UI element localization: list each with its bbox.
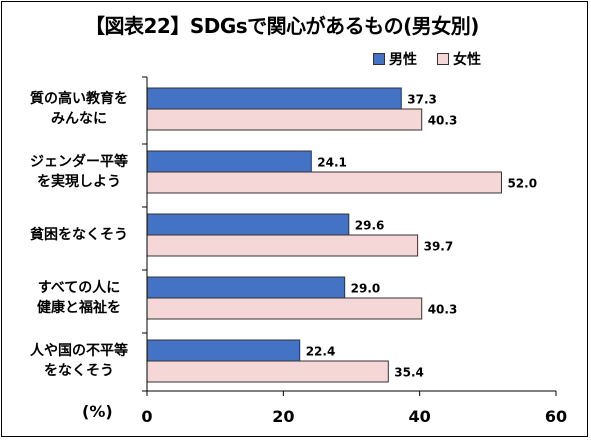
bar-female-4 xyxy=(146,360,389,383)
category-label-line: 健康と福祉を xyxy=(37,300,121,316)
legend-swatch-female xyxy=(437,53,449,65)
x-tick-label-1: 20 xyxy=(272,407,294,426)
bar-female-3 xyxy=(146,297,423,320)
category-label-0: 質の高い教育を みんなに xyxy=(14,89,144,129)
legend-swatch-male xyxy=(373,53,385,65)
bar-female-0 xyxy=(146,108,423,131)
x-tick-label-3: 60 xyxy=(545,407,567,426)
bar-female-2 xyxy=(146,234,419,257)
category-label-2: 貧困をなくそう xyxy=(14,225,144,245)
data-label-male-2: 29.6 xyxy=(355,219,385,233)
category-label-line: みんなに xyxy=(51,111,107,127)
category-label-line: をなくそう xyxy=(44,363,114,379)
category-label-line: すべての人に xyxy=(37,280,121,296)
category-label-line: 質の高い教育を xyxy=(30,91,128,107)
category-label-4: 人や国の不平等 をなくそう xyxy=(14,341,144,381)
category-label-line: 人や国の不平等 xyxy=(30,343,128,359)
x-axis-unit-label: (%) xyxy=(82,402,113,421)
bar-male-1 xyxy=(146,150,312,173)
x-tick-label-2: 40 xyxy=(409,407,431,426)
category-label-line: ジェンダー平等 xyxy=(30,154,128,170)
data-label-male-4: 22.4 xyxy=(306,345,336,359)
data-label-male-3: 29.0 xyxy=(351,282,381,296)
legend-label-female: 女性 xyxy=(453,52,481,68)
data-label-female-3: 40.3 xyxy=(428,303,458,317)
data-label-male-0: 37.3 xyxy=(407,93,437,107)
data-label-female-4: 35.4 xyxy=(394,366,424,380)
data-label-female-1: 52.0 xyxy=(507,177,537,191)
bar-male-0 xyxy=(146,87,402,110)
legend-item-female: 女性 xyxy=(437,49,481,69)
data-label-female-0: 40.3 xyxy=(428,114,458,128)
bar-female-1 xyxy=(146,171,502,194)
x-tick-label-0: 0 xyxy=(141,407,152,426)
legend-label-male: 男性 xyxy=(389,52,417,68)
category-label-1: ジェンダー平等 を実現しよう xyxy=(14,152,144,192)
chart-legend: 男性 女性 xyxy=(373,49,501,69)
data-label-male-1: 24.1 xyxy=(317,156,347,170)
category-label-line: を実現しよう xyxy=(37,174,121,190)
legend-item-male: 男性 xyxy=(373,49,417,69)
category-label-3: すべての人に 健康と福祉を xyxy=(14,278,144,318)
data-label-female-2: 39.7 xyxy=(424,240,454,254)
bar-male-3 xyxy=(146,276,346,299)
bar-male-4 xyxy=(146,339,301,362)
category-label-line: 貧困をなくそう xyxy=(30,227,128,243)
bar-male-2 xyxy=(146,213,350,236)
